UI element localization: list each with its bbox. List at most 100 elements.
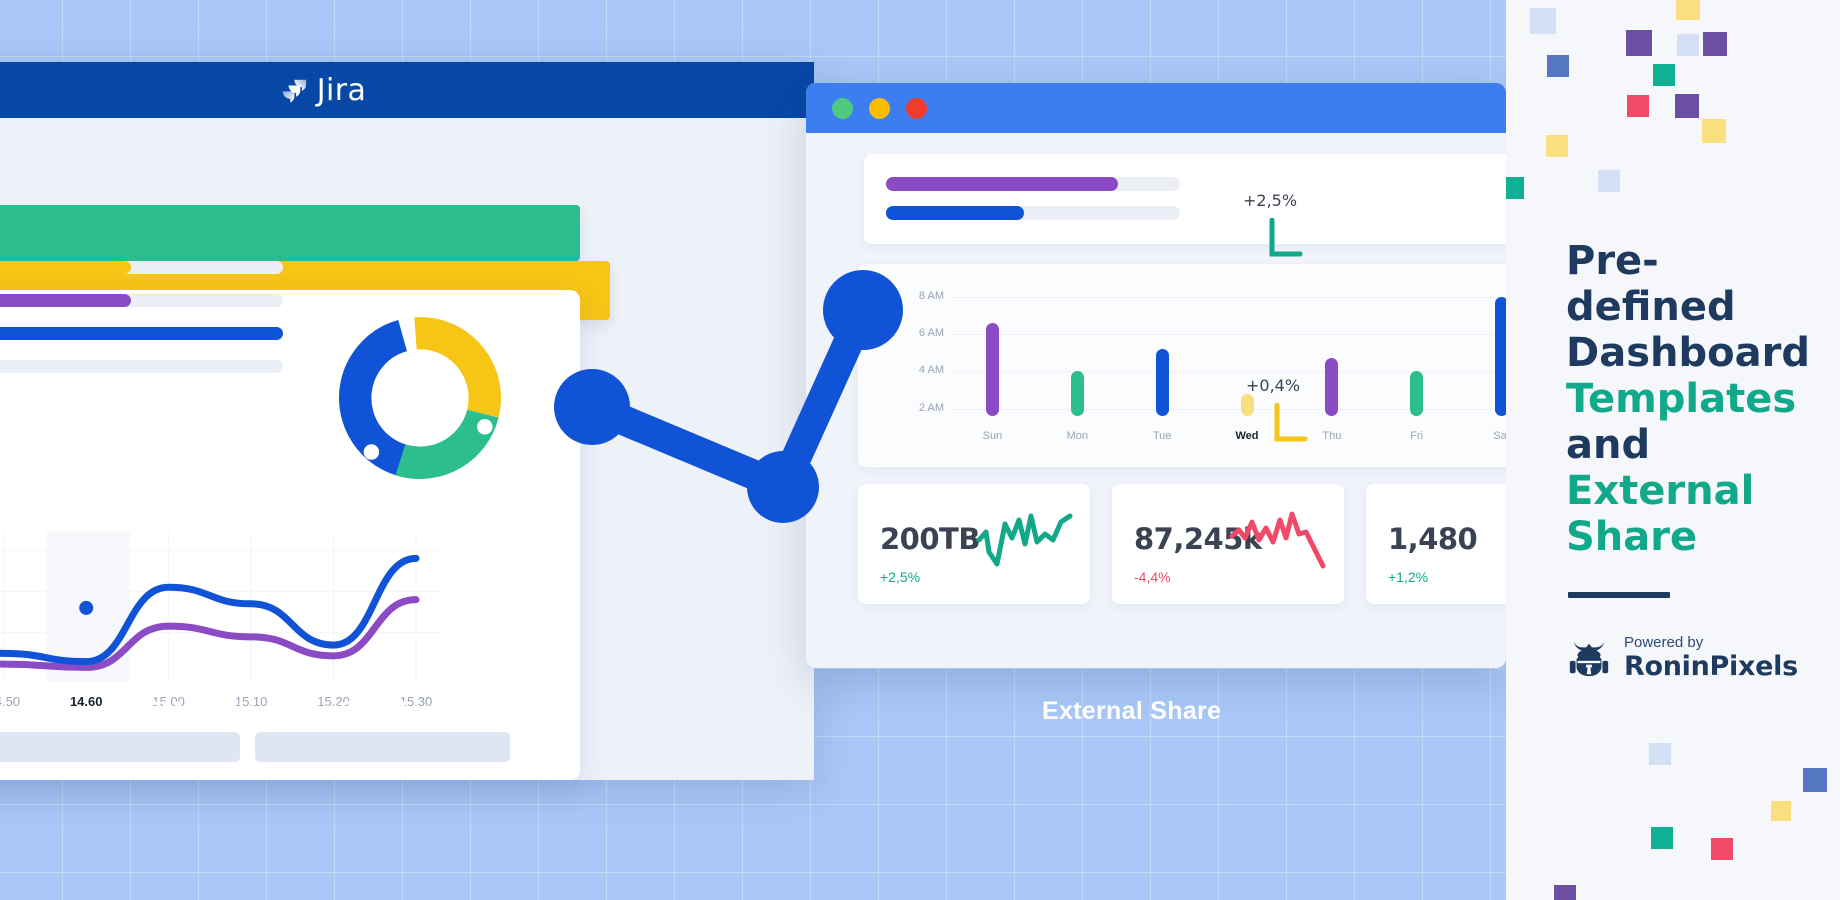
side-spark-green: [1269, 218, 1303, 257]
decor-square: [1677, 34, 1699, 56]
decor-square: [1598, 170, 1620, 192]
bar-xtick: Mon: [1066, 430, 1088, 442]
line-chart: [0, 532, 440, 682]
headline-line-6: Share: [1566, 514, 1698, 560]
stat-value: 200TB: [880, 522, 980, 556]
metric-bar-track-2: [0, 294, 283, 307]
powered-by-label: Powered by: [1624, 633, 1704, 651]
decor-square: [1554, 885, 1576, 900]
decor-square: [1506, 177, 1524, 199]
bar-gridline: [950, 408, 1506, 410]
stat-delta: +1,2%: [1388, 569, 1429, 585]
bar-xtick: Fri: [1410, 430, 1424, 442]
donut-marker-green-blue: [363, 444, 380, 460]
sparkline-up-green: [976, 513, 1073, 567]
decor-square: [1703, 32, 1727, 56]
side-pct-yellow: +0,4%: [1246, 376, 1301, 395]
decor-square: [1530, 8, 1556, 34]
bar-gridline: [950, 334, 1506, 336]
metric-bar-track-4: [0, 360, 283, 373]
stat-value: 87,245k: [1134, 522, 1262, 556]
decor-square: [1675, 94, 1699, 118]
maximize-dot[interactable]: [869, 97, 890, 119]
ronin-helmet-icon: [1569, 641, 1609, 677]
bar-thu: [1325, 358, 1339, 416]
decor-square: [1649, 743, 1671, 765]
headline-rule: [1568, 592, 1670, 598]
stat-card-storage: 200TB +2,5%: [858, 484, 1090, 604]
progress-track-purple: [886, 177, 1180, 191]
line-xtick: 15.10: [234, 694, 268, 709]
close-dot[interactable]: [906, 97, 927, 119]
line-xtick: 15.20: [317, 694, 350, 709]
bar-xtick: Sat: [1493, 430, 1506, 442]
headline-line-5: External: [1566, 468, 1755, 514]
line-xtick: 15.30: [399, 694, 433, 709]
jira-window: Jira: [0, 62, 814, 780]
metric-bar-fill-blue: [0, 327, 283, 340]
minimize-dot[interactable]: [832, 97, 853, 119]
bar-ytick: 4 AM: [918, 364, 944, 377]
hero-stage: Jira: [0, 0, 1506, 900]
dashboard-window: 2 AM 4 AM 6 AM 8 AM Sun Mon Tue Wed Thu Fri Sat 20…: [806, 83, 1506, 668]
connector-node-top: [823, 270, 903, 350]
connector-node-bottom: [747, 451, 819, 523]
bar-wed: [1240, 393, 1254, 416]
line-chart-marker: [79, 600, 94, 615]
footer-strip-3: [255, 732, 510, 762]
connector-graphic: [554, 270, 903, 523]
bar-xtick: Thu: [1322, 430, 1342, 442]
bar-fri: [1410, 371, 1424, 416]
headline-line-1: Pre-defined: [1566, 238, 1736, 330]
line-xtick: 14.50: [0, 694, 21, 709]
decor-square: [1547, 55, 1569, 77]
stat-card-third: 1,480 +1,2%: [1366, 484, 1506, 604]
decor-square: [1771, 801, 1791, 821]
brand-text: Powered by RoninPixels: [1624, 635, 1798, 680]
bar-mon: [1070, 371, 1084, 416]
decor-square: [1651, 827, 1673, 849]
decor-square: [1702, 119, 1726, 143]
right-panel: Pre-defined Dashboard Templates and Exte…: [1506, 0, 1840, 900]
bar-ytick: 6 AM: [918, 327, 944, 340]
jira-titlebar: Jira: [0, 62, 814, 118]
progress-fill-purple: [886, 177, 1119, 191]
donut-marker-yellow-green: [477, 419, 493, 435]
line-chart-xaxis: 14.1014.2014.3014.4014.5014.6015.0015.10…: [0, 694, 550, 716]
summary-bar-green: [0, 205, 580, 261]
decor-square: [1626, 30, 1652, 56]
footer-strip-2: [0, 732, 240, 762]
side-spark-yellow: [1274, 403, 1308, 442]
caption-right: External Share: [1042, 697, 1222, 725]
decor-square: [1653, 64, 1675, 86]
stat-card-requests: 87,245k -4,4%: [1112, 484, 1344, 604]
metric-bar-fill-yellow: [0, 261, 132, 274]
line-xtick: 14.60: [69, 694, 103, 709]
bar-chart: 2 AM 4 AM 6 AM 8 AM Sun Mon Tue Wed Thu Fri Sat: [858, 264, 1506, 467]
headline-line-2: Dashboard: [1566, 330, 1810, 376]
line-xtick: 15.00: [152, 694, 185, 709]
headline: Pre-defined Dashboard Templates and Exte…: [1566, 238, 1816, 560]
metric-bar-fill-purple: [0, 294, 132, 307]
progress-track-blue: [886, 206, 1180, 220]
bar-tue: [1155, 349, 1169, 416]
progress-fill-blue: [886, 206, 1025, 220]
bar-xtick: Sun: [982, 430, 1003, 442]
caption-left: ITSM, Agile & DevOps Templates: [122, 697, 520, 725]
bar-ytick: 8 AM: [918, 290, 944, 303]
bar-ytick: 2 AM: [918, 401, 944, 414]
stat-value: 1,480: [1388, 522, 1478, 556]
brand-name: RoninPixels: [1624, 650, 1798, 682]
decor-square: [1546, 135, 1568, 157]
headline-line-3: Templates: [1566, 376, 1797, 422]
bar-xtick: Tue: [1152, 430, 1172, 442]
donut-chart: [339, 316, 501, 479]
decor-square: [1711, 838, 1733, 860]
bar-sat: [1495, 297, 1506, 416]
sparkline-down-red: [1229, 511, 1326, 569]
dashboard-titlebar: [806, 83, 1506, 133]
headline-line-4: and: [1566, 422, 1651, 468]
bar-gridline: [950, 371, 1506, 373]
bar-xtick: Wed: [1235, 430, 1259, 442]
stat-delta: +2,5%: [880, 569, 921, 585]
